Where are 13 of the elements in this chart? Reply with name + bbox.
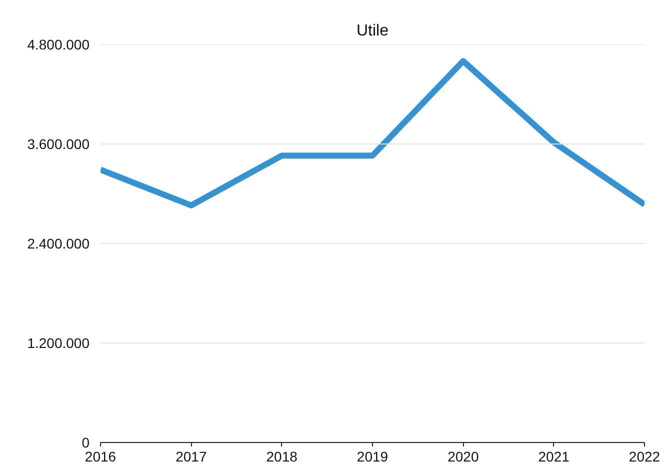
x-tick-label: 2018 <box>266 448 298 464</box>
y-tick-label: 1.200.000 <box>27 335 90 351</box>
x-tick-label: 2022 <box>628 448 660 464</box>
x-tick-label: 2021 <box>538 448 570 464</box>
x-tick-label: 2020 <box>448 448 479 464</box>
x-tick-label: 2017 <box>176 448 207 464</box>
x-tick-label: 2019 <box>356 448 388 464</box>
y-tick-label: 4.800.000 <box>27 36 90 52</box>
y-tick-label: 2.400.000 <box>27 236 90 252</box>
y-tick-label: 0 <box>82 434 90 450</box>
chart-title: Utile <box>356 22 389 40</box>
y-tick-label: 3.600.000 <box>27 136 90 152</box>
x-tick-label: 2016 <box>84 448 116 464</box>
